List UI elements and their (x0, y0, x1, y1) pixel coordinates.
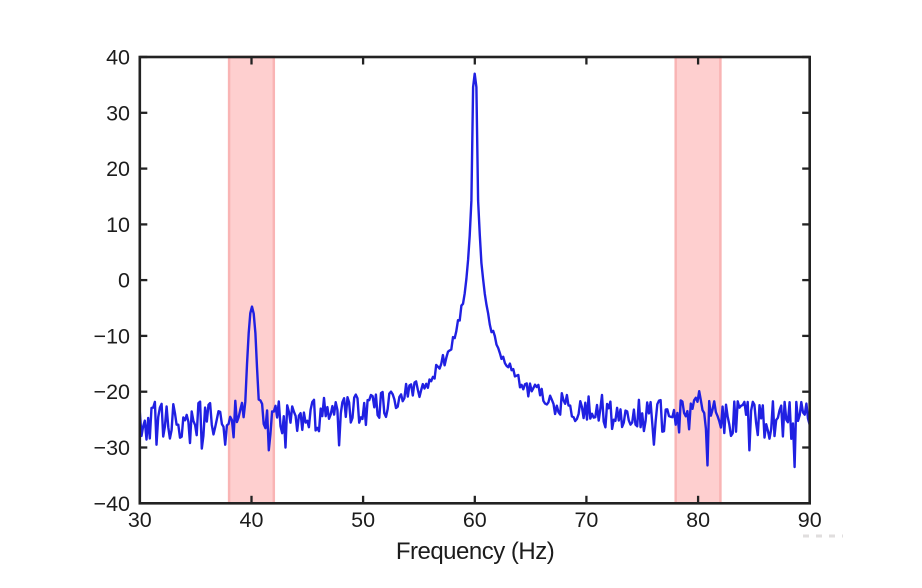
svg-text:90: 90 (798, 508, 822, 532)
svg-text:80: 80 (686, 508, 710, 532)
svg-text:0: 0 (118, 269, 130, 293)
svg-text:Frequency (Hz): Frequency (Hz) (396, 538, 554, 565)
svg-text:−10: −10 (94, 324, 131, 348)
svg-text:40: 40 (106, 46, 130, 70)
svg-text:30: 30 (128, 508, 152, 532)
svg-text:20: 20 (106, 157, 130, 181)
svg-text:10: 10 (106, 213, 130, 237)
svg-text:30: 30 (106, 101, 130, 125)
svg-text:−30: −30 (94, 436, 131, 460)
svg-text:70: 70 (574, 508, 598, 532)
svg-text:40: 40 (240, 508, 264, 532)
svg-text:−40: −40 (94, 492, 131, 516)
svg-text:60: 60 (463, 508, 487, 532)
svg-text:−20: −20 (94, 380, 131, 404)
svg-text:50: 50 (351, 508, 375, 532)
